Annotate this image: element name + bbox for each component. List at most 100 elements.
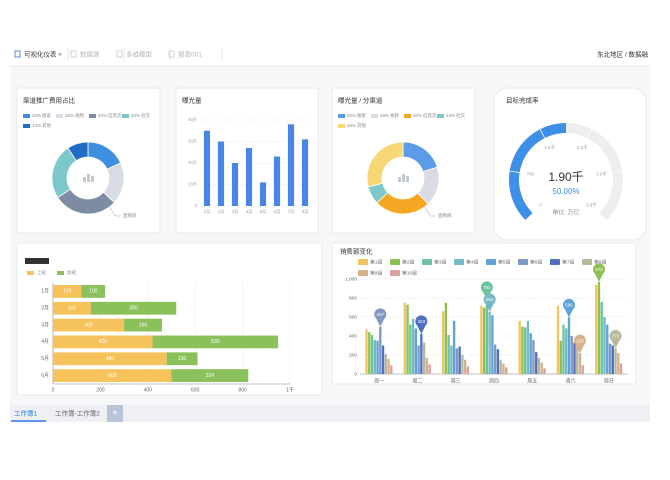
y-tick-label: 2月 [41, 306, 49, 312]
legend-label: 第1组 [370, 258, 382, 265]
bar [597, 281, 601, 374]
legend-value: 28% [380, 113, 389, 118]
legend-label: 搜索 [42, 112, 51, 119]
bar [535, 352, 538, 374]
value-label: 120 [63, 289, 72, 295]
legend-swatch [437, 114, 444, 118]
annotation: 直销商 [123, 212, 137, 219]
gauge-tick-label: 3.8千 [586, 202, 597, 209]
bar [537, 357, 541, 374]
x-tick-label: 400 [144, 387, 153, 393]
bar [502, 363, 505, 374]
bar [301, 139, 309, 206]
bar [387, 358, 390, 374]
marker-pin [592, 263, 605, 282]
legend-value: 46% [347, 123, 356, 128]
y-tick-label: 6月 [41, 373, 49, 379]
tab-label[interactable]: 数据源 [80, 50, 100, 59]
bar [532, 339, 535, 374]
marker-label: 596 [565, 303, 573, 308]
tab-close[interactable]: × [58, 52, 62, 59]
x-tick-label: 周五 [527, 378, 537, 384]
legend-swatch [358, 270, 368, 276]
bar [603, 317, 606, 374]
gauge-value [509, 123, 567, 221]
value-label: 324 [206, 373, 215, 379]
sheet-tab[interactable]: 工作簿1 [14, 409, 38, 418]
y-tick-label: 200 [349, 352, 357, 358]
bar-segment [90, 301, 177, 315]
bar [458, 346, 461, 374]
marker-pin [415, 315, 428, 334]
legend-label: 视频 [75, 112, 84, 119]
bar [565, 328, 568, 374]
marker-pin [480, 281, 493, 300]
bar [556, 305, 560, 374]
tab-label[interactable]: 可视化仪表 [24, 50, 57, 59]
bar-segment [53, 369, 172, 382]
legend-value: 32% [347, 113, 356, 118]
gauge-tick [598, 212, 607, 221]
bar [428, 364, 431, 374]
legend-label: 第6组 [530, 258, 542, 265]
bar [608, 343, 612, 374]
legend-value: 25% [32, 113, 41, 118]
add-sheet-label[interactable]: + [112, 408, 118, 419]
legend-label: 第5组 [498, 258, 510, 265]
gauge-tick-label: 760 [527, 172, 535, 177]
tab-label[interactable]: 多维模型 [126, 50, 153, 59]
bar [365, 329, 368, 374]
bar [466, 366, 470, 374]
bar [231, 163, 239, 206]
bar-segment [53, 285, 82, 298]
sheet-tab[interactable]: 工作簿-工作簿2 [55, 409, 100, 418]
gauge-unit: 单位: 万亿 [552, 209, 579, 217]
legend-label: 信息流 [108, 112, 122, 119]
legend-label: 视频 [390, 112, 399, 119]
gauge-tick-label: 2.3千 [577, 144, 588, 151]
legend-swatch [27, 271, 34, 275]
gauge-tick-label: 0 [539, 203, 542, 208]
legend-swatch [582, 259, 592, 265]
value-label: 480 [106, 356, 115, 362]
y-tick-label: 600 [349, 314, 357, 320]
chart-title: 曝光量 [182, 96, 202, 105]
y-tick-label: 40万 [188, 117, 197, 123]
tab-label[interactable]: 报表001 [178, 50, 202, 59]
marker-label: 970 [595, 267, 603, 272]
gauge-rate: 50.00% [552, 187, 579, 196]
bar [485, 299, 489, 374]
gauge-value-label: 1.90千 [548, 170, 583, 184]
x-tick-label: 2月 [218, 209, 225, 215]
bar [606, 324, 609, 374]
legend-label: 第9组 [370, 269, 382, 276]
bar-segment [53, 318, 125, 332]
center-icon [83, 177, 86, 182]
donut-segment [366, 141, 404, 188]
legend-swatch [390, 259, 400, 265]
legend-swatch [56, 114, 63, 118]
bar [414, 328, 418, 374]
x-tick-label: 周二 [412, 378, 422, 384]
bar-segment [53, 352, 167, 366]
bar-segment [166, 352, 198, 366]
legend-swatch [404, 114, 411, 118]
panel [331, 87, 476, 234]
x-tick-label: 800 [238, 387, 247, 393]
legend-value: 40% [98, 113, 107, 118]
bar [447, 335, 450, 374]
bar [203, 130, 211, 206]
chart-title: 目标完成率 [506, 96, 539, 105]
y-tick-label: 1月 [41, 289, 49, 295]
y-tick-label: 30万 [188, 139, 197, 145]
bar [411, 318, 415, 374]
bar [491, 315, 494, 374]
add-sheet-button[interactable] [107, 405, 123, 422]
y-tick-label: 4月 [41, 339, 49, 345]
x-tick-label: 5月 [260, 209, 267, 215]
bar [573, 342, 576, 374]
bar [381, 345, 385, 374]
chart-title: 曝光量 / 分渠道 [338, 96, 383, 105]
bar [370, 335, 374, 374]
bar [567, 317, 571, 374]
